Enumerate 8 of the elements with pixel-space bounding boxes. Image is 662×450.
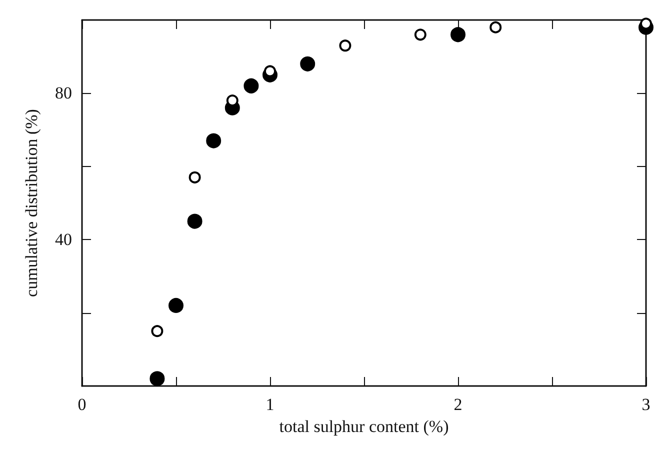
x-tick-label: 0 [78, 395, 86, 414]
x-tick-label: 1 [266, 395, 274, 414]
x-tick-label: 3 [642, 395, 650, 414]
x-axis-title: total sulphur content (%) [279, 416, 449, 436]
x-tick-label: 2 [454, 395, 462, 414]
y-tick-label: 80 [55, 84, 72, 103]
y-tick-label: 40 [55, 230, 72, 250]
y-axis-title: cumulative distribution (%) [22, 109, 41, 297]
